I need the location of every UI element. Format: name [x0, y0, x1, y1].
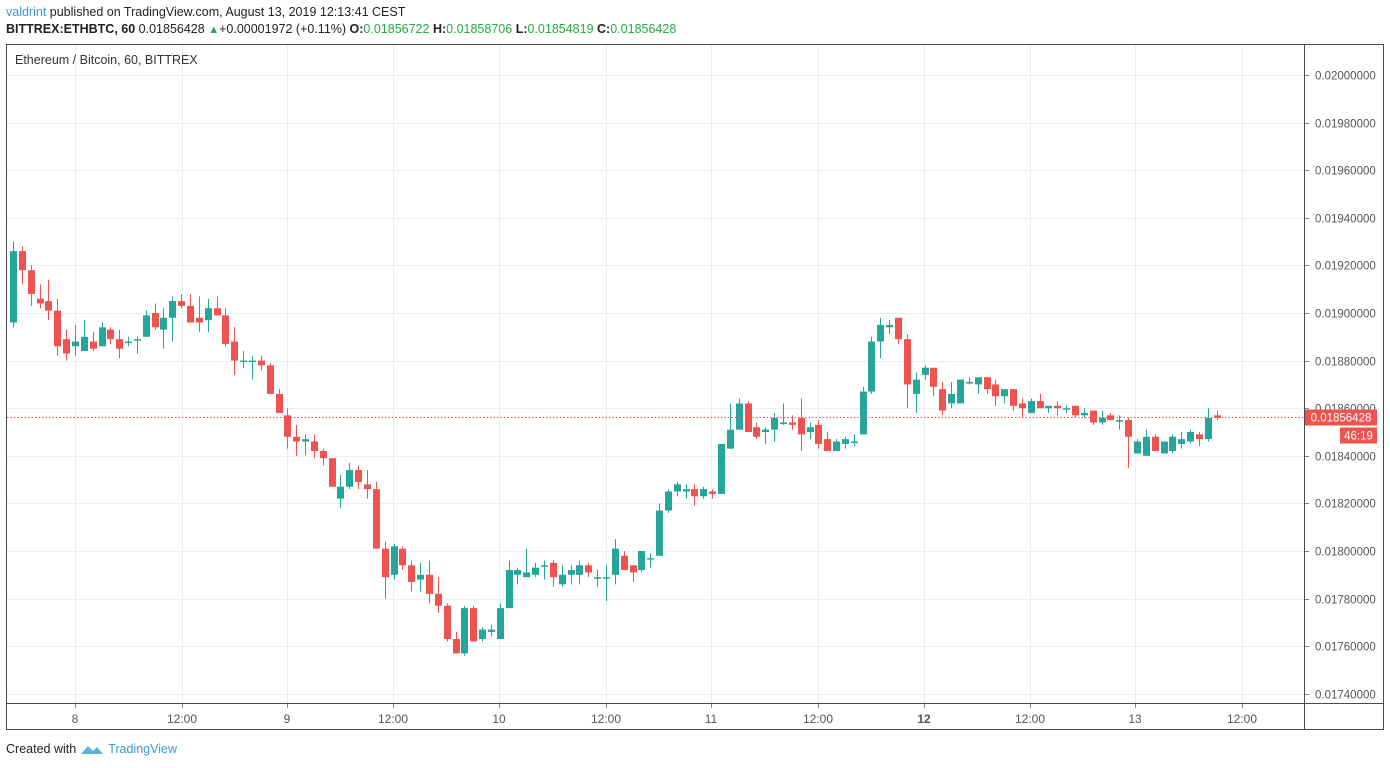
triangle-up-icon: ▲: [208, 24, 220, 36]
y-axis-label: 0.01940000: [1315, 214, 1376, 226]
y-axis-label: 0.01880000: [1315, 357, 1376, 369]
low-label: L:: [515, 22, 528, 36]
y-axis-label: 0.01840000: [1315, 452, 1376, 464]
y-axis-label: 0.01820000: [1315, 499, 1376, 511]
x-axis-label: 12:00: [378, 712, 408, 726]
y-axis-label: 0.01800000: [1315, 547, 1376, 559]
footer: Created with TradingView: [6, 742, 177, 756]
published-text: published on TradingView.com, August 13,…: [49, 5, 406, 19]
last-price: 0.01856428: [138, 22, 205, 36]
symbol-summary: BITTREX:ETHBTC, 60 0.01856428 ▲+0.000019…: [6, 22, 676, 36]
x-axis-label: 9: [284, 712, 291, 726]
x-axis-label: 12:00: [803, 712, 833, 726]
x-axis-label: 12: [917, 712, 931, 726]
last-price-label: 0.01856428: [1311, 413, 1372, 425]
x-axis-label: 8: [72, 712, 79, 726]
author-link[interactable]: valdrint: [6, 5, 47, 19]
y-axis-label: 0.01960000: [1315, 166, 1376, 178]
high-label: H:: [432, 22, 447, 36]
y-axis-label: 0.01980000: [1315, 119, 1376, 131]
publish-info: valdrint published on TradingView.com, A…: [6, 5, 405, 19]
candles: [10, 241, 1221, 656]
x-axis-label: 13: [1128, 712, 1142, 726]
symbol-label: BITTREX:ETHBTC, 60: [6, 22, 136, 36]
x-axis-label: 11: [705, 712, 718, 726]
chart-legend: Ethereum / Bitcoin, 60, BITTREX: [15, 53, 198, 67]
low-value: 0.01854819: [527, 22, 594, 36]
y-axis-label: 0.02000000: [1315, 71, 1376, 83]
price-change: +0.00001972 (+0.11%): [219, 22, 347, 36]
x-axis-label: 10: [492, 712, 506, 726]
y-axis-label: 0.01920000: [1315, 261, 1376, 273]
last-price-badge: [1305, 409, 1377, 426]
created-with-text: Created with: [6, 742, 77, 756]
countdown-label: 46:19: [1344, 431, 1373, 443]
x-axis-label: 12:00: [591, 712, 621, 726]
tradingview-link[interactable]: TradingView: [108, 742, 177, 756]
y-axis-label: 0.01780000: [1315, 595, 1376, 607]
y-axis-label: 0.01760000: [1315, 642, 1376, 654]
chart-frame: [6, 44, 1384, 730]
x-axis-label: 12:00: [167, 712, 197, 726]
countdown-badge: [1340, 427, 1377, 444]
y-axis-label: 0.01900000: [1315, 309, 1376, 321]
close-label: C:: [597, 22, 611, 36]
tradingview-logo-icon: [81, 746, 104, 754]
x-axis-label: 12:00: [1015, 712, 1045, 726]
open-label: O:: [349, 22, 364, 36]
open-value: 0.01856722: [363, 22, 430, 36]
high-value: 0.01858706: [446, 22, 513, 36]
close-value: 0.01856428: [610, 22, 677, 36]
x-axis-label: 12:00: [1227, 712, 1257, 726]
y-axis-label: 0.01740000: [1315, 690, 1376, 702]
